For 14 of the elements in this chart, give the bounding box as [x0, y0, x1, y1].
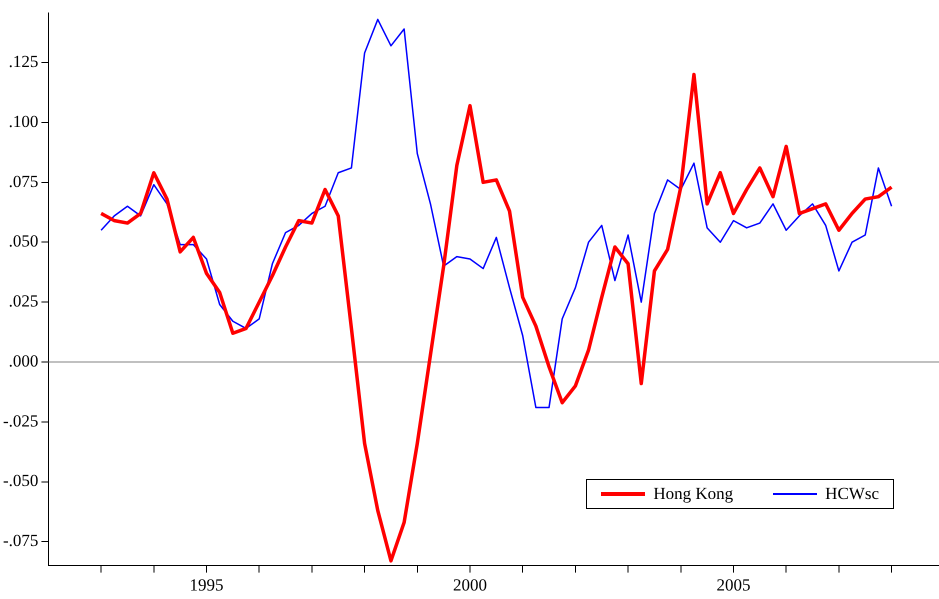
- x-tick-label: 1995: [190, 575, 224, 594]
- y-tick-label: .100: [8, 112, 38, 131]
- x-tick-label: 2005: [716, 575, 750, 594]
- y-tick-label: .050: [8, 232, 38, 251]
- y-tick-label: .025: [8, 292, 38, 311]
- y-tick-label: -.025: [2, 411, 38, 430]
- y-tick-label: -.050: [2, 471, 38, 490]
- y-tick-label: -.075: [2, 531, 38, 550]
- legend-label: HCWsc: [825, 484, 879, 504]
- x-tick-label: 2000: [452, 575, 487, 594]
- y-tick-label: .075: [8, 172, 38, 191]
- legend-label: Hong Kong: [653, 484, 734, 504]
- y-tick-label: .125: [8, 52, 38, 72]
- y-tick-label: .000: [8, 351, 38, 370]
